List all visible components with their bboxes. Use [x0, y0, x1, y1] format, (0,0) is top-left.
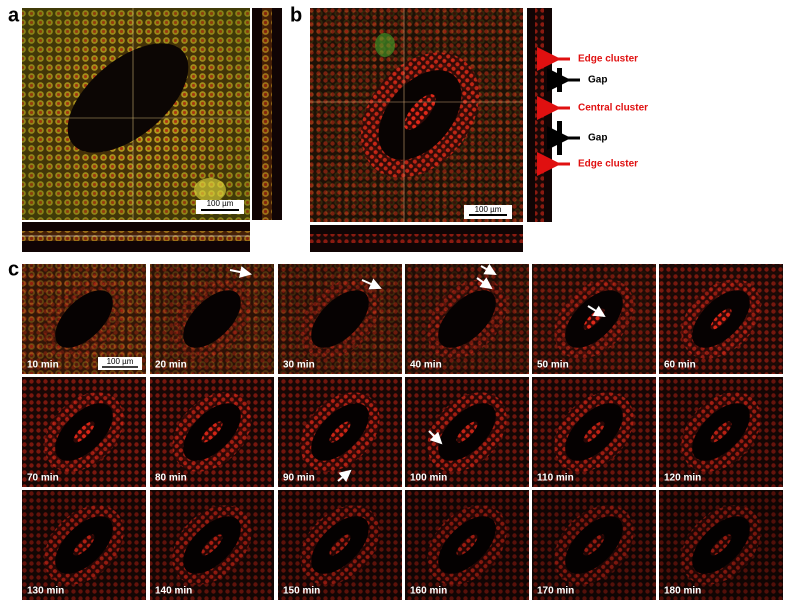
central-cluster [583, 534, 605, 556]
time-label: 110 min [537, 473, 574, 484]
scale-bar-label: 100 µm [207, 199, 234, 208]
central-cluster [329, 421, 351, 443]
time-label: 10 min [27, 360, 59, 371]
dim [659, 490, 783, 600]
annotation: Gap [588, 75, 607, 86]
frame: 120 min [659, 377, 783, 487]
time-label: 20 min [155, 360, 187, 371]
time-label: 70 min [27, 473, 59, 484]
frame: 70 min [22, 377, 146, 487]
frame: 20 min [150, 264, 274, 374]
dim [405, 490, 529, 600]
frame: 140 min [150, 490, 274, 600]
arrow [229, 266, 252, 278]
time-label: 100 min [410, 473, 447, 484]
time-label: 90 min [283, 473, 315, 484]
frame: 50 min [532, 264, 656, 374]
dim [150, 377, 274, 487]
frame: 130 min [22, 490, 146, 600]
frame: 150 min [278, 490, 402, 600]
frame: 110 min [532, 377, 656, 487]
time-label: 50 min [537, 360, 569, 371]
scale-bar-label: 100 µm [475, 205, 502, 214]
dim [22, 377, 146, 487]
dim [532, 377, 656, 487]
dim [532, 490, 656, 600]
dim [405, 377, 529, 487]
image-a [22, 8, 282, 252]
frame: 160 min [405, 490, 529, 600]
time-label: 140 min [155, 586, 192, 597]
time-label: 80 min [155, 473, 187, 484]
arrow [428, 430, 443, 445]
dim [22, 490, 146, 600]
dim [278, 490, 402, 600]
time-label: 170 min [537, 586, 574, 597]
panel-label: b [290, 4, 302, 26]
central-cluster [329, 534, 351, 556]
wound [311, 290, 369, 348]
central-cluster [456, 421, 478, 443]
central-cluster [710, 421, 732, 443]
arrow [361, 278, 382, 290]
time-label: 130 min [27, 586, 64, 597]
central-cluster [456, 534, 478, 556]
arrow [587, 305, 606, 318]
frame: 180 min [659, 490, 783, 600]
wound [438, 290, 496, 348]
dim [278, 377, 402, 487]
time-label: 40 min [410, 360, 442, 371]
frame: 170 min [532, 490, 656, 600]
dim [150, 490, 274, 600]
time-label: 160 min [410, 586, 447, 597]
central-cluster [201, 534, 223, 556]
central-cluster [583, 421, 605, 443]
dim [659, 377, 783, 487]
annotation: Edge cluster [578, 159, 638, 170]
time-label: 60 min [664, 360, 696, 371]
arrow [480, 263, 497, 275]
annotation: Gap [588, 133, 607, 144]
wound [183, 290, 241, 348]
frame: 60 min [659, 264, 783, 374]
central-cluster [73, 534, 95, 556]
time-label: 150 min [283, 586, 320, 597]
annotation: Central cluster [578, 103, 648, 114]
panel-label: c [8, 258, 19, 280]
panel-label: a [8, 4, 20, 26]
frame: 100 min [405, 377, 529, 487]
frame: 40 min [405, 264, 529, 374]
annotation: Edge cluster [578, 54, 638, 65]
time-label: 30 min [283, 360, 315, 371]
central-cluster [710, 308, 732, 330]
frame: 80 min [150, 377, 274, 487]
frame: 30 min [278, 264, 402, 374]
central-cluster [73, 421, 95, 443]
time-lapse-grid: 10 min 100 µm 20 min 30 min 40 min 50 min 60 m… [22, 263, 783, 600]
central-cluster [710, 534, 732, 556]
frame: 90 min [278, 377, 402, 487]
arrow [476, 277, 493, 290]
wound [55, 290, 113, 348]
frame: 10 min 100 µm [22, 264, 146, 374]
time-label: 120 min [664, 473, 701, 484]
arrow [337, 469, 352, 483]
central-cluster [201, 421, 223, 443]
image-b [310, 8, 552, 252]
scale-bar-label: 100 µm [107, 357, 134, 366]
time-label: 180 min [664, 586, 701, 597]
annotation-arrows [537, 47, 580, 176]
